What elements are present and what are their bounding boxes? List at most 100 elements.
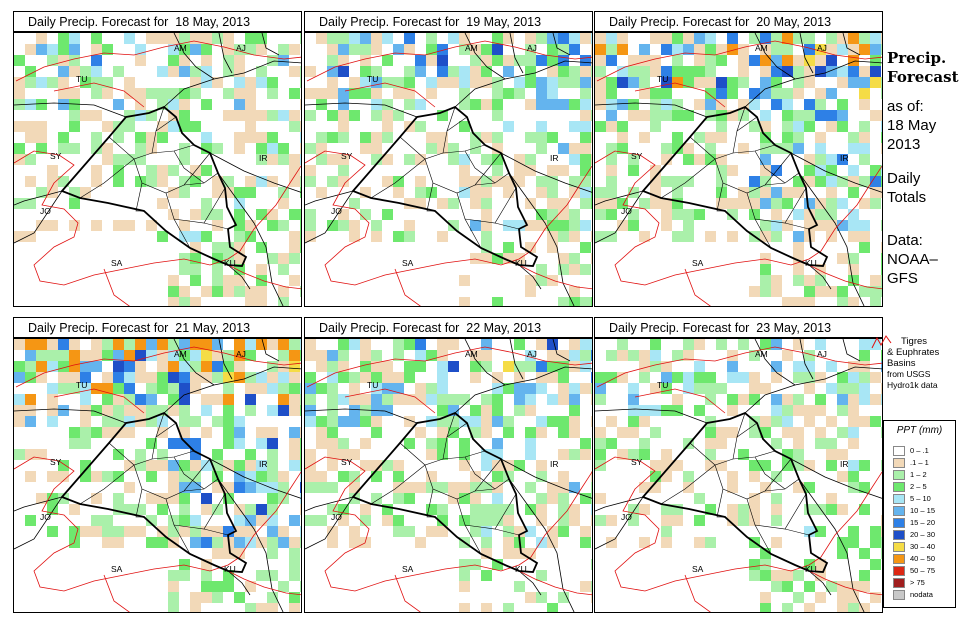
precip-cell xyxy=(80,187,91,198)
precip-cell xyxy=(278,253,289,264)
precip-cell xyxy=(393,77,404,88)
country-label: SY xyxy=(631,151,643,161)
precip-cell xyxy=(300,242,301,253)
precip-cell xyxy=(212,339,223,350)
country-border xyxy=(509,33,524,74)
precip-cell xyxy=(536,471,547,482)
precip-cell xyxy=(113,416,124,427)
precip-cell xyxy=(716,55,727,66)
precip-cell xyxy=(569,121,580,132)
precip-cell xyxy=(870,165,881,176)
precip-cell xyxy=(360,88,371,99)
country-border xyxy=(799,339,814,380)
precip-cell xyxy=(782,44,793,55)
precip-cell xyxy=(190,275,201,286)
precip-cell xyxy=(267,110,278,121)
precip-cell xyxy=(267,220,278,231)
precip-cell xyxy=(179,570,190,581)
precip-cell xyxy=(536,504,547,515)
precip-cells xyxy=(14,339,301,612)
country-border xyxy=(509,339,524,380)
precip-cell xyxy=(113,405,124,416)
precip-cell xyxy=(793,33,804,44)
precip-cell xyxy=(168,592,179,603)
precip-cell xyxy=(415,121,426,132)
precip-cell xyxy=(289,209,300,220)
precip-cell xyxy=(525,66,536,77)
precip-cell xyxy=(80,66,91,77)
precip-cell xyxy=(503,253,514,264)
precip-cell xyxy=(782,143,793,154)
precip-cell xyxy=(536,275,547,286)
precip-cell xyxy=(234,592,245,603)
precip-cell xyxy=(256,339,267,350)
precip-cell xyxy=(650,187,661,198)
precip-cell xyxy=(58,77,69,88)
precip-cell xyxy=(404,154,415,165)
precip-cell xyxy=(47,383,58,394)
precip-cell xyxy=(569,99,580,110)
precip-cell xyxy=(168,44,179,55)
precip-cell xyxy=(595,88,606,99)
precip-cell xyxy=(481,515,492,526)
precip-cell xyxy=(267,548,278,559)
precip-cell xyxy=(360,416,371,427)
precip-cell xyxy=(179,55,190,66)
precip-cell xyxy=(804,55,815,66)
precip-cell xyxy=(459,460,470,471)
precip-cell xyxy=(190,416,201,427)
precip-cell xyxy=(338,438,349,449)
precip-cell xyxy=(760,77,771,88)
precip-cell xyxy=(782,603,793,612)
precip-cell xyxy=(591,504,592,515)
precip-cell xyxy=(503,66,514,77)
precip-cell xyxy=(360,132,371,143)
precip-cell xyxy=(415,66,426,77)
province-border xyxy=(736,116,758,132)
precip-cell xyxy=(124,394,135,405)
precip-cell xyxy=(168,99,179,110)
precip-cell xyxy=(661,220,672,231)
precip-cell xyxy=(628,350,639,361)
precip-cell xyxy=(848,416,859,427)
precip-cell xyxy=(525,526,536,537)
precip-cell xyxy=(201,44,212,55)
precip-cell xyxy=(190,361,201,372)
precip-cell xyxy=(25,154,36,165)
precip-cell xyxy=(815,526,826,537)
precip-cell xyxy=(223,110,234,121)
precip-cell xyxy=(212,526,223,537)
precip-cell xyxy=(569,339,580,350)
precip-cell xyxy=(672,44,683,55)
precip-cell xyxy=(547,394,558,405)
precip-cell xyxy=(179,143,190,154)
precip-cell xyxy=(881,515,882,526)
precip-cell xyxy=(760,482,771,493)
precip-cell xyxy=(69,187,80,198)
precip-cell xyxy=(591,383,592,394)
precip-cell xyxy=(749,372,760,383)
precip-cell xyxy=(837,110,848,121)
precip-cell xyxy=(881,165,882,176)
precip-cell xyxy=(870,394,881,405)
precip-cell xyxy=(591,350,592,361)
precip-cell xyxy=(245,110,256,121)
precip-cell xyxy=(80,372,91,383)
country-border xyxy=(261,339,280,362)
precip-cell xyxy=(848,471,859,482)
precip-cell xyxy=(639,198,650,209)
precip-cell xyxy=(672,350,683,361)
precip-cell xyxy=(536,77,547,88)
precip-cell xyxy=(628,394,639,405)
precip-cell xyxy=(606,438,617,449)
precip-cell xyxy=(525,438,536,449)
precip-cell xyxy=(793,121,804,132)
precip-cell xyxy=(580,154,591,165)
precip-cell xyxy=(837,99,848,110)
precip-cell xyxy=(481,66,492,77)
precip-cell xyxy=(201,405,212,416)
precip-cell xyxy=(91,44,102,55)
precip-cell xyxy=(102,77,113,88)
precip-cell xyxy=(300,383,301,394)
precip-cell xyxy=(91,526,102,537)
